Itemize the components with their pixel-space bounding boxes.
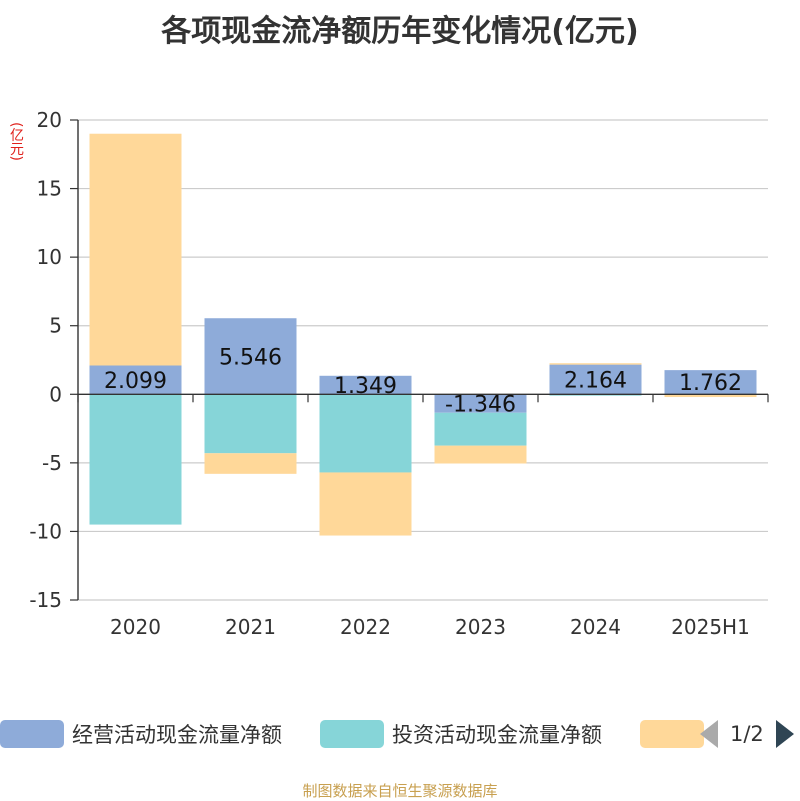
bar-segment[interactable]: [204, 453, 297, 474]
y-tick-label: 0: [49, 382, 62, 406]
pager-text: 1/2: [730, 722, 764, 746]
x-tick-label: 2025H1: [671, 615, 750, 639]
bar-segment[interactable]: [664, 370, 757, 395]
data-label: 5.546: [219, 345, 282, 370]
legend-item[interactable]: 投资活动现金流量净额: [320, 716, 602, 752]
chart-canvas: 20 15 10 5 0 -5 -10 -15 2.099 2020 5.546 2021 1.349 2…: [29, 108, 769, 639]
legend-label: 投资活动现金流量净额: [392, 723, 602, 747]
pager-prev-icon[interactable]: [700, 720, 718, 748]
x-tick-label: 2022: [340, 615, 391, 639]
bar-segment[interactable]: [204, 394, 297, 454]
bar-segment[interactable]: [319, 375, 412, 395]
legend-item[interactable]: [640, 716, 712, 752]
x-tick-label: 2023: [455, 615, 506, 639]
x-tick-label: 2021: [225, 615, 276, 639]
bar-segment[interactable]: [549, 364, 642, 395]
y-axis-unit-label: (亿元): [8, 122, 24, 161]
y-tick-label: 15: [37, 177, 62, 201]
data-label: 2.164: [564, 368, 627, 393]
legend-label: 经营活动现金流量净额: [72, 723, 282, 747]
bar-segment[interactable]: [319, 472, 412, 536]
bar-segment[interactable]: [319, 394, 412, 473]
data-label: -1.346: [445, 393, 516, 418]
bar-segment[interactable]: [204, 318, 297, 395]
bar-segment[interactable]: [434, 445, 527, 464]
y-tick-label: -15: [29, 588, 62, 612]
data-label: 1.349: [334, 374, 397, 399]
legend-swatch: [640, 720, 704, 748]
data-label: 2.099: [104, 369, 167, 394]
x-tick-label: 2024: [570, 615, 621, 639]
data-label: 1.762: [679, 371, 742, 396]
bar-segment[interactable]: [664, 394, 757, 398]
bar-segment[interactable]: [89, 365, 182, 395]
legend-item[interactable]: 经营活动现金流量净额: [0, 716, 282, 752]
bar-segment[interactable]: [89, 133, 182, 366]
bar-segment[interactable]: [89, 394, 182, 525]
legend-pager: 1/2: [700, 716, 800, 752]
bar-segment[interactable]: [434, 412, 527, 446]
y-tick-label: -5: [42, 451, 62, 475]
y-tick-label: -10: [29, 519, 62, 543]
source-note: 制图数据来自恒生聚源数据库: [302, 782, 498, 800]
legend-swatch: [320, 720, 384, 748]
legend-swatch: [0, 720, 64, 748]
x-tick-label: 2020: [110, 615, 161, 639]
chart-title: 各项现金流净额历年变化情况(亿元): [161, 14, 639, 49]
y-tick-label: 10: [37, 245, 62, 269]
y-tick-label: 5: [49, 314, 62, 338]
bar-segment[interactable]: [549, 363, 642, 365]
y-tick-label: 20: [37, 108, 62, 132]
bar-segment[interactable]: [434, 394, 527, 413]
legend: 经营活动现金流量净额 投资活动现金流量净额: [0, 716, 800, 752]
pager-next-icon[interactable]: [775, 720, 794, 748]
